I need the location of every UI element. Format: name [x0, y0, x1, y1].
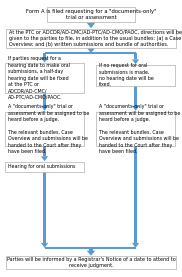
Polygon shape	[89, 22, 93, 23]
Polygon shape	[43, 93, 46, 106]
FancyBboxPatch shape	[6, 256, 176, 269]
Polygon shape	[41, 106, 48, 111]
Polygon shape	[41, 58, 48, 63]
Polygon shape	[132, 59, 139, 64]
Text: Parties will be informed by a Registrar's Notice of a date to attend to
receive : Parties will be informed by a Registrar'…	[7, 257, 175, 268]
Polygon shape	[134, 86, 137, 106]
FancyBboxPatch shape	[5, 112, 84, 146]
Text: At the PTC or ADCDR/AD-CMC/AD-PTC/AD-CMO/PAOC, directions will be
given to the p: At the PTC or ADCDR/AD-CMC/AD-PTC/AD-CMO…	[9, 29, 182, 47]
Polygon shape	[43, 172, 46, 243]
Polygon shape	[41, 243, 48, 248]
Text: If no request for oral
submissions is made,
no hearing date will be
fixed.: If no request for oral submissions is ma…	[99, 63, 154, 88]
FancyBboxPatch shape	[5, 162, 84, 172]
Text: Hearing for oral submissions: Hearing for oral submissions	[8, 164, 75, 169]
FancyBboxPatch shape	[47, 7, 135, 22]
Polygon shape	[132, 243, 139, 248]
Polygon shape	[134, 53, 137, 59]
FancyBboxPatch shape	[6, 29, 176, 48]
Polygon shape	[43, 146, 46, 156]
Text: If parties request for a
hearing date to make oral
submissions, a half-day
heari: If parties request for a hearing date to…	[8, 57, 70, 100]
FancyBboxPatch shape	[96, 65, 175, 86]
Polygon shape	[87, 48, 95, 53]
Polygon shape	[43, 53, 46, 58]
FancyBboxPatch shape	[96, 112, 175, 146]
Polygon shape	[87, 251, 95, 256]
Polygon shape	[89, 248, 93, 251]
Polygon shape	[134, 146, 137, 243]
Polygon shape	[132, 106, 139, 111]
FancyBboxPatch shape	[5, 63, 84, 93]
Polygon shape	[87, 23, 95, 28]
Polygon shape	[41, 156, 48, 161]
Text: A "documents-only" trial or
assessment will be assigned to be
heard before a jud: A "documents-only" trial or assessment w…	[8, 104, 89, 154]
Text: A "documents-only" trial or
assessment will be assigned to be
heard before a jud: A "documents-only" trial or assessment w…	[99, 104, 180, 154]
Text: Form A is filed requesting for a "documents-only"
trial or assessment: Form A is filed requesting for a "docume…	[26, 9, 156, 20]
